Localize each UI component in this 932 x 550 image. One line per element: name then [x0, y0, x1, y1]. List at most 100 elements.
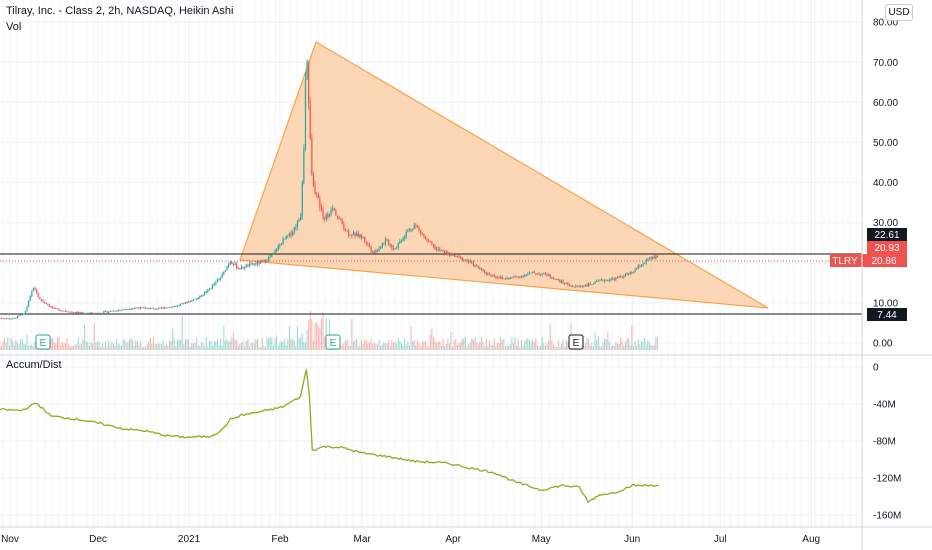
- volume-bar: [448, 343, 450, 350]
- volume-bar: [183, 344, 185, 350]
- candle-body: [607, 279, 609, 281]
- price-tick-label: 80.00: [873, 18, 898, 29]
- candle-body: [572, 286, 574, 288]
- candle-body: [559, 280, 561, 283]
- volume-label: Vol: [6, 21, 22, 33]
- triangle-pattern[interactable]: [239, 41, 769, 309]
- volume-bar: [199, 346, 201, 350]
- volume-bar: [109, 344, 111, 350]
- price-axis[interactable]: 0.0010.0020.0030.0040.0050.0060.0070.008…: [873, 18, 898, 350]
- volume-bar: [69, 346, 71, 350]
- candle-body: [596, 281, 598, 282]
- volume-bar: [610, 346, 612, 350]
- volume-bar: [186, 338, 188, 350]
- volume-bar: [156, 343, 158, 350]
- volume-bar: [512, 343, 514, 350]
- candle-body: [319, 198, 321, 208]
- volume-bar: [642, 341, 644, 350]
- volume-bar: [92, 343, 94, 350]
- candle-body: [589, 283, 591, 285]
- volume-bar: [292, 338, 294, 350]
- currency-button[interactable]: USD: [885, 4, 913, 21]
- candle-body: [538, 273, 540, 275]
- candle-body: [269, 257, 271, 258]
- candle-body: [397, 243, 399, 248]
- candle-body: [568, 284, 571, 287]
- earnings-marker-3[interactable]: E: [568, 334, 584, 350]
- volume-bar: [501, 340, 503, 350]
- volume-bar: [608, 341, 610, 350]
- volume-bar: [221, 345, 223, 350]
- volume-bar: [652, 345, 654, 350]
- ad-tick-label: -40M: [873, 400, 896, 411]
- volume-bar: [4, 337, 6, 350]
- volume-bar: [79, 345, 81, 350]
- volume-bar: [461, 338, 463, 350]
- price-tick-label: 30.00: [873, 218, 898, 229]
- candle-body: [594, 281, 596, 284]
- candle-body: [386, 239, 388, 241]
- candle-body: [116, 311, 118, 312]
- ad-axis[interactable]: 0 -40M -80M -120M -160M: [873, 363, 901, 522]
- volume-bar: [480, 337, 482, 350]
- candle-body: [120, 309, 123, 311]
- volume-bar: [588, 338, 590, 350]
- time-tick-label: Jun: [624, 534, 640, 545]
- time-tick-label: 2021: [178, 534, 201, 545]
- volume-bar: [418, 342, 420, 350]
- volume-bar: [490, 344, 492, 350]
- volume-bar: [0, 346, 2, 350]
- candle-body: [157, 307, 159, 310]
- candle-body: [348, 231, 350, 235]
- candle-body: [458, 255, 460, 257]
- candle-body: [192, 299, 195, 301]
- candle-body: [31, 291, 33, 296]
- ticker-text: TLRY: [832, 256, 858, 267]
- volume-bar: [178, 339, 180, 350]
- volume-bar: [402, 345, 404, 350]
- volume-bar: [32, 346, 34, 350]
- volume-bar: [220, 338, 222, 350]
- candle-body: [50, 306, 52, 308]
- candle-body: [399, 241, 401, 244]
- candle-body: [532, 271, 534, 273]
- earnings-marker-1[interactable]: E: [35, 334, 51, 350]
- earnings-marker-2[interactable]: E: [325, 334, 341, 350]
- time-tick-label: May: [532, 534, 551, 545]
- candle-body: [80, 312, 83, 314]
- candle-body: [652, 256, 654, 259]
- candle-body: [164, 307, 166, 309]
- volume-bar: [410, 326, 412, 350]
- candle-body: [245, 265, 247, 268]
- candle-body: [92, 312, 94, 314]
- candle-body: [600, 279, 603, 281]
- candle-body: [384, 239, 387, 245]
- candle-body: [0, 317, 3, 319]
- volume-bar: [66, 338, 68, 350]
- volume-bar: [84, 324, 86, 350]
- candle-body: [376, 250, 379, 252]
- volume-bar: [482, 341, 484, 350]
- volume-bar: [240, 342, 242, 350]
- candle-body: [650, 257, 652, 259]
- candle-body: [554, 279, 556, 280]
- volume-bar: [168, 340, 170, 350]
- ad-tick-label: -120M: [873, 474, 901, 485]
- volume-bar: [349, 345, 351, 350]
- volume-bar: [5, 342, 7, 350]
- volume-bar: [420, 346, 422, 350]
- candle-body: [234, 263, 236, 265]
- candle-body: [468, 260, 470, 262]
- volume-bar: [127, 342, 129, 350]
- candle-body: [618, 276, 620, 278]
- time-axis[interactable]: Nov Dec 2021 Feb Mar Apr May Jun Jul Aug: [1, 534, 820, 545]
- candle-body: [52, 306, 54, 308]
- volume-bar: [144, 346, 146, 350]
- candle-body: [592, 283, 595, 285]
- volume-bar: [24, 344, 26, 350]
- candle-body: [320, 207, 323, 210]
- volume-bar: [370, 338, 372, 350]
- candle-body: [391, 244, 393, 248]
- ticker-badge[interactable]: TLRY 20.86: [830, 254, 907, 267]
